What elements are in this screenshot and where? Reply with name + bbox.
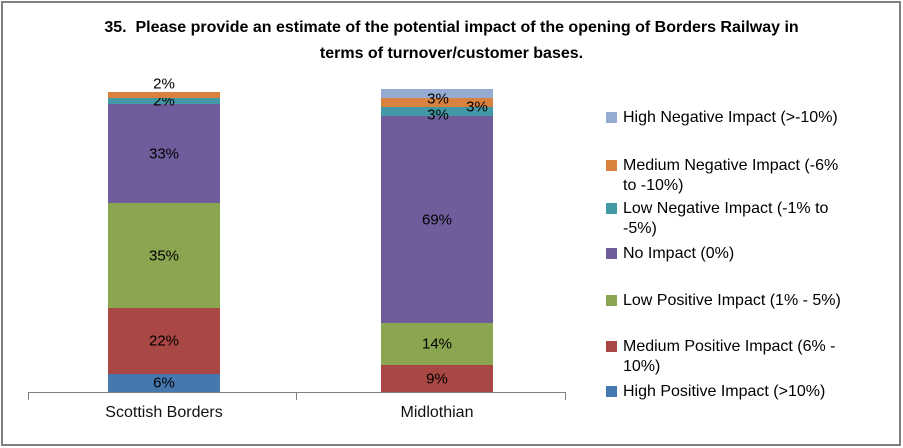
bar-segment [108,98,220,104]
bar-segment-label: 14% [421,335,453,353]
legend-label: Low Negative Impact (-1% to -5%) [623,200,829,237]
bar-segment [108,92,220,98]
bar-segment-label: 9% [426,370,448,387]
bar-segment [381,365,493,392]
legend-item: Low Negative Impact (-1% to -5%) [606,199,853,239]
bar-segment [108,308,220,374]
x-axis-tick-right [565,392,566,400]
legend-item: Medium Positive Impact (6% - 10%) [606,337,853,377]
legend-label: Medium Positive Impact (6% - 10%) [623,338,836,375]
category-label: Midlothian [400,404,474,421]
bar-segment [381,98,493,107]
bar-segment-label: 3% [427,90,449,107]
bar-segment-label: 22% [148,332,180,350]
bar-segment [108,374,220,392]
legend-swatch-icon [606,295,617,306]
bar-segment [108,203,220,308]
legend-label: Medium Negative Impact (-6% to -10%) [623,157,839,194]
legend-label: Low Positive Impact (1% - 5%) [623,292,841,309]
legend-item: Medium Negative Impact (-6% to -10%) [606,156,853,196]
legend-item: High Positive Impact (>10%) [606,382,853,402]
bar-segment [381,89,493,98]
legend-label: No Impact (0%) [623,245,735,262]
bar-segment-label: 3% [466,98,488,115]
legend-swatch-icon [606,160,617,171]
legend-swatch-icon [606,112,617,123]
legend-swatch-icon [606,386,617,397]
bar-segment [108,104,220,203]
x-axis-tick-middle [296,392,297,400]
bar-segment [381,116,493,323]
legend-item: High Negative Impact (>-10%) [606,108,853,128]
x-axis-tick-left [28,392,29,400]
legend-swatch-icon [606,341,617,352]
bar-segment-label: 2% [153,75,175,93]
legend-item: No Impact (0%) [606,244,853,264]
legend-item: Low Positive Impact (1% - 5%) [606,291,853,311]
x-axis-line [28,392,566,393]
bar-segment [381,107,493,116]
category-label: Scottish Borders [105,404,223,421]
bar-segment-label: 35% [148,247,180,264]
chart-title: 35. Please provide an estimate of the po… [104,19,804,62]
bar-segment [381,323,493,365]
bar-segment-label: 33% [148,145,180,162]
legend-swatch-icon [606,203,617,214]
legend: High Negative Impact (>-10%) Medium Negat… [606,0,896,448]
bar-segment-label: 6% [153,374,175,392]
bar-segment-label: 69% [421,211,453,228]
legend-label: High Negative Impact (>-10%) [623,109,838,126]
legend-swatch-icon [606,248,617,259]
legend-label: High Positive Impact (>10%) [623,383,826,400]
bar-segment-label: 3% [427,106,449,123]
